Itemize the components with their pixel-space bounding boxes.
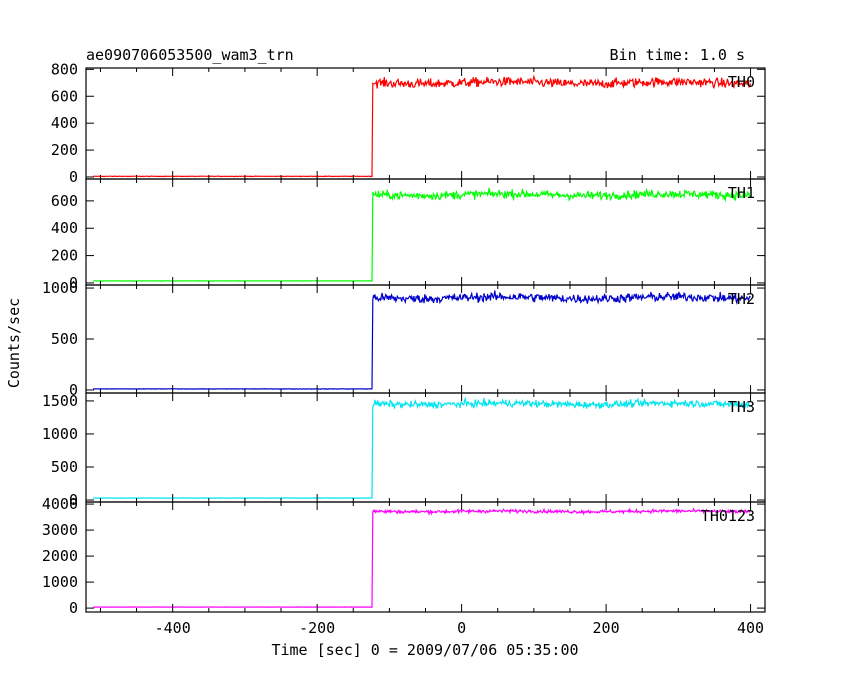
x-tick-label: 0 (457, 619, 466, 637)
y-axis-label: Counts/sec (5, 298, 23, 388)
y-tick-label: 1000 (42, 279, 78, 297)
y-tick-label: 2000 (42, 547, 78, 565)
y-tick-label: 0 (69, 491, 78, 509)
panel-label-th0: TH0 (728, 73, 755, 91)
y-tick-label: 0 (69, 381, 78, 399)
x-tick-label: 400 (737, 619, 764, 637)
y-tick-label: 600 (51, 192, 78, 210)
y-tick-label: 400 (51, 114, 78, 132)
panel-label-th3: TH3 (728, 398, 755, 416)
panel-frame (85, 501, 766, 613)
y-tick-label: 4000 (42, 495, 78, 513)
series-line-th0123 (93, 507, 752, 608)
panel-label-th2: TH2 (728, 290, 755, 308)
y-tick-label: 0 (69, 599, 78, 617)
series-line-th3 (93, 396, 752, 500)
x-tick-label: -400 (155, 619, 191, 637)
panel-label-th0123: TH0123 (701, 507, 755, 525)
series-line-th0 (93, 74, 752, 178)
y-tick-label: 800 (51, 60, 78, 78)
y-tick-label: 500 (51, 330, 78, 348)
y-tick-label: 1000 (42, 425, 78, 443)
x-axis-label: Time [sec] 0 = 2009/07/06 05:35:00 (271, 641, 578, 659)
chart-title: ae090706053500_wam3_trn (86, 46, 294, 64)
panel-th0123: 0 1000 2000 3000 4000 TH0123 (42, 495, 766, 617)
panel-label-th1: TH1 (728, 184, 755, 202)
y-tick-label: 500 (51, 458, 78, 476)
panel-th1: 0 200 400 600 TH1 (51, 178, 766, 292)
x-tick-label: -200 (299, 619, 335, 637)
y-tick-label: 200 (51, 247, 78, 265)
bin-time-label: Bin time: 1.0 s (610, 46, 745, 64)
panel-frame (85, 392, 766, 503)
series-line-th1 (93, 187, 751, 282)
panel-th3: 0 500 1000 1500 TH3 (42, 392, 766, 509)
y-tick-label: 200 (51, 141, 78, 159)
y-tick-label: 0 (69, 274, 78, 292)
x-tick-label: 200 (593, 619, 620, 637)
y-tick-label: 400 (51, 219, 78, 237)
panels-layer: 0 200 400 600 800 TH0 0 200 400 600 TH1 0 500 1000 TH2… (42, 60, 766, 637)
y-tick-label: 1000 (42, 573, 78, 591)
y-tick-label: 0 (69, 168, 78, 186)
y-tick-label: 3000 (42, 521, 78, 539)
series-line-th2 (93, 290, 751, 390)
panel-th0: 0 200 400 600 800 TH0 (51, 60, 766, 186)
y-tick-label: 1500 (42, 392, 78, 410)
panel-th2: 0 500 1000 TH2 (42, 279, 766, 399)
y-tick-label: 600 (51, 87, 78, 105)
